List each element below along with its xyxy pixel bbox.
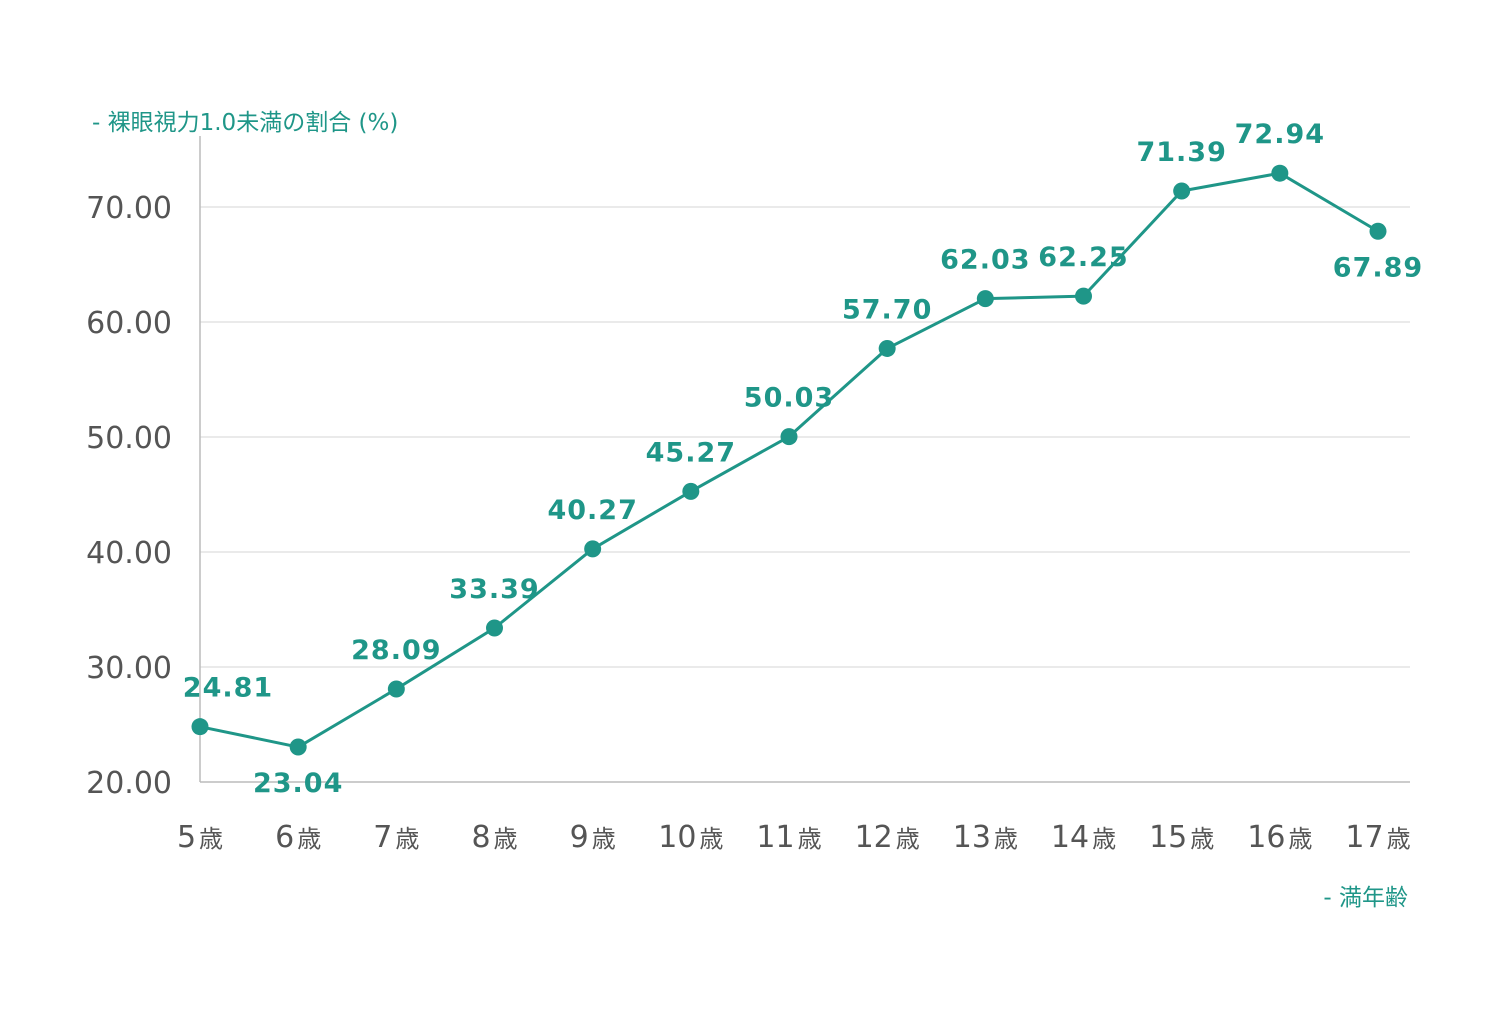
data-label: 45.27 (646, 437, 736, 468)
x-tick-number: 15 (1149, 820, 1187, 855)
x-tick-label: 14 歳 (1051, 820, 1116, 855)
data-points (191, 164, 1387, 756)
x-tick-number: 11 (756, 820, 794, 855)
data-label: 62.03 (940, 245, 1030, 276)
data-point (1271, 164, 1289, 182)
data-point (1369, 222, 1387, 240)
y-tick-label: 70.00 (86, 191, 172, 226)
x-tick-number: 9 (570, 820, 589, 855)
x-tick-label: 17 歳 (1345, 820, 1410, 855)
data-point (1173, 182, 1191, 200)
data-label: 28.09 (351, 635, 441, 666)
x-tick-unit: 歳 (297, 825, 321, 853)
x-tick-labels: 5 歳 6 歳 7 歳 8 歳 9 歳 10 歳 11 歳 12 歳 13 歳 14 歳 15 歳 16 歳 17 歳 (177, 820, 1411, 855)
x-tick-number: 14 (1051, 820, 1089, 855)
x-axis-title: - 満年齢 (1323, 885, 1408, 911)
x-tick-number: 7 (373, 820, 392, 855)
data-label: 72.94 (1235, 119, 1325, 150)
y-tick-label: 40.00 (86, 536, 172, 571)
x-tick-unit: 歳 (798, 825, 822, 853)
x-tick-unit: 歳 (395, 825, 419, 853)
y-tick-label: 50.00 (86, 421, 172, 456)
data-label: 67.89 (1333, 252, 1423, 283)
x-tick-number: 12 (855, 820, 893, 855)
x-tick-number: 17 (1345, 820, 1383, 855)
data-point (1075, 287, 1092, 305)
data-point (387, 680, 405, 698)
grid-lines (200, 206, 1410, 783)
x-tick-number: 5 (177, 820, 196, 855)
data-label: 40.27 (547, 495, 637, 526)
x-tick-label: 11 歳 (756, 820, 821, 855)
data-point (191, 718, 209, 736)
x-tick-unit: 歳 (1387, 825, 1411, 853)
data-label: 33.39 (449, 574, 539, 605)
x-tick-unit: 歳 (896, 825, 920, 853)
x-tick-unit: 歳 (699, 825, 723, 853)
x-tick-label: 10 歳 (658, 820, 723, 855)
x-tick-number: 10 (658, 820, 696, 855)
data-point (976, 290, 994, 308)
y-tick-label: 20.00 (86, 766, 172, 801)
data-label: 62.25 (1038, 242, 1128, 273)
data-label: 24.81 (183, 673, 273, 704)
data-point (878, 339, 896, 357)
y-axis-title: - 裸眼視力1.0未満の割合 (%) (92, 110, 398, 136)
x-tick-label: 15 歳 (1149, 820, 1214, 855)
data-labels: 24.81 23.04 28.09 33.39 40.27 45.27 50.03 57.70… (183, 119, 1423, 799)
y-tick-label: 30.00 (86, 651, 172, 686)
y-tick-labels: 20.00 30.00 40.00 50.00 60.00 70.00 (86, 191, 172, 801)
x-tick-number: 8 (471, 820, 490, 855)
data-point (682, 482, 700, 500)
x-tick-unit: 歳 (592, 825, 616, 853)
data-point (289, 738, 307, 756)
x-tick-unit: 歳 (494, 825, 518, 853)
data-label: 23.04 (253, 768, 343, 799)
y-tick-label: 60.00 (86, 306, 172, 341)
data-label: 57.70 (842, 294, 932, 325)
x-tick-unit: 歳 (1190, 825, 1214, 853)
x-tick-unit: 歳 (994, 825, 1018, 853)
x-tick-unit: 歳 (199, 825, 223, 853)
x-tick-label: 13 歳 (953, 820, 1018, 855)
x-tick-unit: 歳 (1092, 825, 1116, 853)
data-point (486, 619, 503, 637)
data-point (584, 540, 602, 558)
x-tick-unit: 歳 (1288, 825, 1312, 853)
x-tick-number: 16 (1247, 820, 1285, 855)
data-point (780, 428, 798, 446)
x-tick-label: 12 歳 (855, 820, 920, 855)
x-tick-label: 16 歳 (1247, 820, 1312, 855)
data-label: 71.39 (1136, 137, 1226, 168)
x-tick-number: 13 (953, 820, 991, 855)
x-tick-number: 6 (275, 820, 294, 855)
data-label: 50.03 (744, 383, 834, 414)
